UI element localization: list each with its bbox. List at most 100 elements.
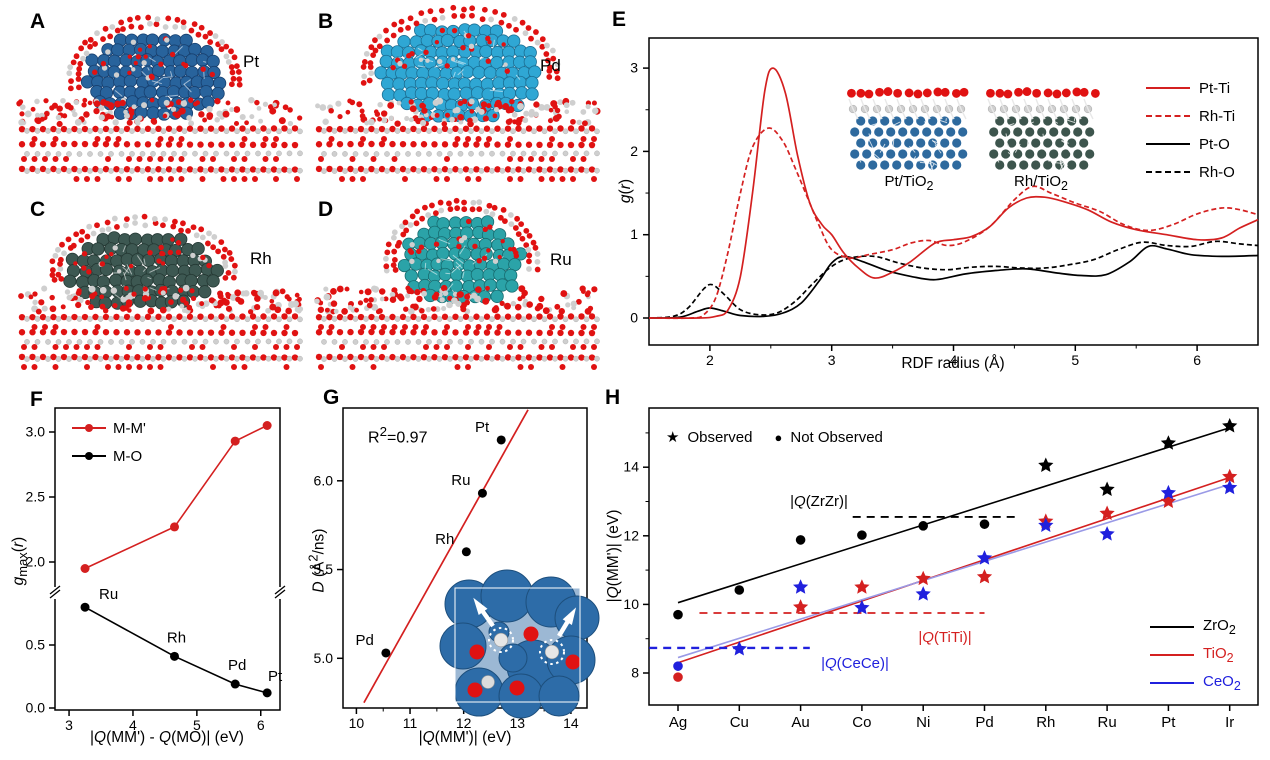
legend-label: M-M'	[113, 419, 146, 437]
svg-text:14: 14	[623, 459, 639, 475]
svg-text:0: 0	[630, 310, 638, 326]
inset-label-pt-tio2: Pt/TiO2	[884, 173, 934, 193]
svg-text:8: 8	[631, 665, 639, 681]
svg-text:Rh: Rh	[435, 531, 454, 548]
svg-text:6: 6	[257, 717, 265, 733]
charge-chart: Ag Cu Au Co Ni Pd Rh Ru Pt Ir 8 10 12 14	[623, 407, 1259, 731]
rdf-curve-rh-ti	[648, 127, 1259, 320]
legend-item-m-m-: M-M'	[72, 414, 146, 442]
snapshot-pt-tio2	[16, 14, 303, 182]
observed-label: Observed	[687, 428, 753, 446]
snapshot-label-pd: Pd	[540, 56, 561, 75]
svg-text:6.0: 6.0	[314, 472, 334, 488]
legend-line-icon	[1150, 626, 1194, 628]
panel-letter-e: E	[612, 8, 627, 31]
legend-item-rh-ti: Rh-Ti	[1146, 102, 1235, 130]
svg-text:0.5: 0.5	[26, 637, 46, 653]
svg-text:Rh: Rh	[1036, 714, 1055, 731]
svg-text:Pt: Pt	[268, 668, 283, 685]
svg-text:Cu: Cu	[730, 714, 749, 731]
rdf-curve-pt-ti	[648, 67, 1259, 319]
svg-text:Ni: Ni	[916, 714, 930, 731]
legend-item-ceo2: CeO2	[1150, 669, 1241, 697]
gmax-series-m-o	[84, 606, 268, 694]
svg-text:2: 2	[706, 352, 714, 368]
legend-label: Rh-Ti	[1199, 107, 1236, 125]
svg-text:5.5: 5.5	[314, 561, 334, 577]
legend-line-icon	[72, 451, 106, 460]
legend-line-icon	[1146, 171, 1190, 173]
svg-text:Ru: Ru	[1098, 714, 1117, 731]
q-titi-label: |Q(TiTi)|	[918, 629, 972, 646]
svg-text:10: 10	[349, 715, 365, 731]
svg-text:Rh: Rh	[167, 629, 186, 646]
svg-text:Pt: Pt	[1161, 714, 1176, 731]
legend-label: Rh-O	[1199, 163, 1235, 181]
snapshot-ru-tio2	[314, 197, 600, 370]
snapshot-label-ru: Ru	[550, 250, 572, 269]
svg-text:12: 12	[456, 715, 472, 731]
gmax-chart: 3 4 5 6 0.0 0.5 2.0 2.5 3.0 Ru Rh Pd Pt	[26, 407, 286, 733]
diffusion-y-axis-title: D (Å2/ns)	[305, 528, 328, 593]
legend-label: Pt-O	[1199, 135, 1230, 153]
legend-line-icon	[72, 423, 106, 432]
svg-text:Ag: Ag	[669, 714, 687, 731]
gmax-legend: M-M' M-O	[72, 414, 146, 470]
svg-text:Pd: Pd	[975, 714, 993, 731]
svg-text:2: 2	[630, 143, 638, 159]
rdf-y-axis-title: g(r)	[617, 178, 634, 204]
marker-legend: ★ Observed ● Not Observed	[666, 428, 883, 447]
svg-text:3.0: 3.0	[26, 424, 46, 440]
svg-text:1: 1	[630, 226, 638, 242]
svg-text:Ru: Ru	[99, 586, 118, 603]
svg-text:Ir: Ir	[1225, 714, 1234, 731]
legend-label: Pt-Ti	[1199, 79, 1231, 97]
svg-text:14: 14	[563, 715, 579, 731]
panel-letter-b: B	[318, 10, 334, 33]
q-cece-label: |Q(CeCe)|	[821, 655, 889, 672]
legend-line-icon	[1146, 115, 1190, 117]
svg-text:Ru: Ru	[451, 472, 470, 489]
svg-text:5: 5	[1071, 352, 1079, 368]
rdf-legend: Pt-Ti Rh-Ti Pt-O Rh-O	[1146, 74, 1235, 186]
legend-line-icon	[1146, 87, 1190, 89]
legend-item-pt-ti: Pt-Ti	[1146, 74, 1235, 102]
qmm-x-axis-title-g: |Q(MM')| (eV)	[418, 729, 512, 746]
panel-letter-c: C	[30, 198, 46, 221]
panel-letter-g: G	[323, 386, 340, 409]
legend-dot-icon	[85, 423, 93, 432]
svg-text:Pt: Pt	[475, 419, 490, 436]
charge-diff-x-axis-title: |Q(MM') - Q(MO)| (eV)	[90, 729, 244, 746]
panel-letter-f: F	[30, 388, 43, 411]
legend-dot-icon	[85, 451, 93, 460]
inset-hydrogen-migration	[439, 569, 600, 719]
snapshot-rh-tio2	[18, 213, 304, 370]
diffusion-chart: 10 11 12 13 14 5.0 5.5 6.0 Pd Rh Ru Pt	[314, 407, 600, 731]
rdf-curve-pt-o	[648, 244, 1259, 319]
legend-item-tio2: TiO2	[1150, 641, 1241, 669]
svg-text:2.5: 2.5	[26, 489, 46, 505]
not-observed-dot-icon: ●	[774, 429, 783, 445]
svg-text:4: 4	[129, 717, 137, 733]
svg-text:5: 5	[193, 717, 201, 733]
svg-text:Pd: Pd	[228, 657, 246, 674]
svg-text:11: 11	[403, 715, 418, 731]
svg-text:Au: Au	[791, 714, 809, 731]
legend-item-m-o: M-O	[72, 442, 146, 470]
inset-structure-rh-tio2	[986, 87, 1100, 173]
svg-text:Co: Co	[852, 714, 871, 731]
svg-text:3: 3	[630, 60, 638, 76]
svg-text:3: 3	[828, 352, 836, 368]
snapshot-pd-tio2	[315, 4, 601, 182]
snapshot-label-pt: Pt	[243, 52, 260, 71]
rdf-curve-rh-o	[648, 240, 1259, 319]
panel-letter-d: D	[318, 198, 334, 221]
oxide-legend: ZrO2 TiO2 CeO2	[1150, 613, 1241, 697]
svg-text:2.0: 2.0	[26, 554, 46, 570]
rdf-chart: 2 3 4 5 6 0 1 2 3	[630, 37, 1259, 368]
svg-text:13: 13	[510, 715, 526, 731]
q-zrzr-label: |Q(ZrZr)|	[790, 493, 848, 510]
legend-line-icon	[1146, 143, 1190, 145]
legend-line-icon	[1150, 682, 1194, 684]
